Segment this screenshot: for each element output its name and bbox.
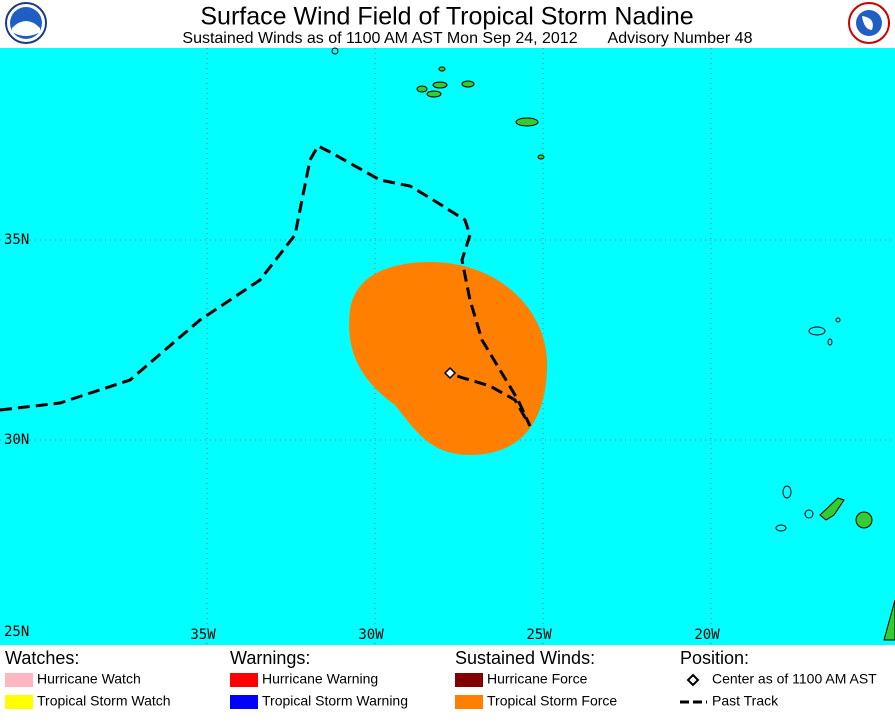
islands-part — [819, 497, 845, 521]
islands-part — [804, 509, 814, 519]
lon-label: 25W — [526, 627, 552, 643]
lat-label: 25N — [4, 624, 29, 640]
legend-item: Hurricane Force — [487, 671, 588, 687]
lon-label: 30W — [358, 627, 384, 643]
storm-center — [443, 366, 457, 380]
header-bg — [0, 0, 895, 48]
lon-label: 35W — [190, 627, 216, 643]
lat-label: 35N — [4, 232, 29, 248]
legend-item: Past Track — [712, 693, 779, 709]
legend: Watches: Hurricane Watch Tropical Storm … — [5, 648, 877, 709]
islands-part — [855, 511, 873, 529]
islands-part — [416, 85, 428, 93]
legend-item: Center as of 1100 AM AST — [712, 671, 877, 687]
legend-item: Tropical Storm Warning — [262, 693, 408, 709]
islands-part — [782, 485, 792, 499]
noaa-logo-part — [12, 21, 40, 36]
noaa-logo — [5, 2, 47, 44]
swatch — [230, 673, 258, 687]
nws-logo-part — [862, 16, 873, 30]
islands-part — [461, 80, 475, 88]
advisory: Advisory Number 48 — [608, 30, 753, 47]
nws-logo — [848, 2, 890, 44]
legend-item: Hurricane Watch — [37, 671, 141, 687]
tropical-storm-wind-field — [349, 262, 548, 455]
swatch — [5, 673, 33, 687]
legend-heading: Sustained Winds: — [455, 648, 595, 668]
grid — [0, 48, 895, 645]
legend-item: Hurricane Warning — [262, 671, 378, 687]
swatch — [5, 695, 33, 709]
subtitle: Sustained Winds as of 1100 AM AST Mon Se… — [182, 30, 577, 47]
lon-label: 20W — [694, 627, 720, 643]
islands — [331, 47, 895, 641]
title: Surface Wind Field of Tropical Storm Nad… — [200, 3, 693, 31]
islands-part — [438, 66, 446, 72]
islands-part — [827, 338, 833, 346]
swatch — [455, 673, 483, 687]
past-track — [0, 144, 532, 427]
islands-part — [775, 524, 787, 532]
lat-label: 30N — [4, 432, 29, 448]
legend-heading: Watches: — [5, 648, 79, 668]
islands-part — [515, 117, 539, 127]
islands-part — [808, 326, 826, 336]
islands-part — [426, 90, 442, 98]
islands-part — [432, 81, 448, 89]
islands-part — [835, 317, 841, 323]
center-symbol — [686, 673, 700, 687]
legend-heading: Position: — [680, 648, 749, 668]
swatch — [230, 695, 258, 709]
legend-item: Tropical Storm Force — [487, 693, 617, 709]
swatch — [455, 695, 483, 709]
islands-part — [537, 154, 545, 160]
islands-part — [883, 599, 895, 641]
legend-item: Tropical Storm Watch — [37, 693, 171, 709]
islands-part — [331, 47, 339, 55]
legend-heading: Warnings: — [230, 648, 310, 668]
